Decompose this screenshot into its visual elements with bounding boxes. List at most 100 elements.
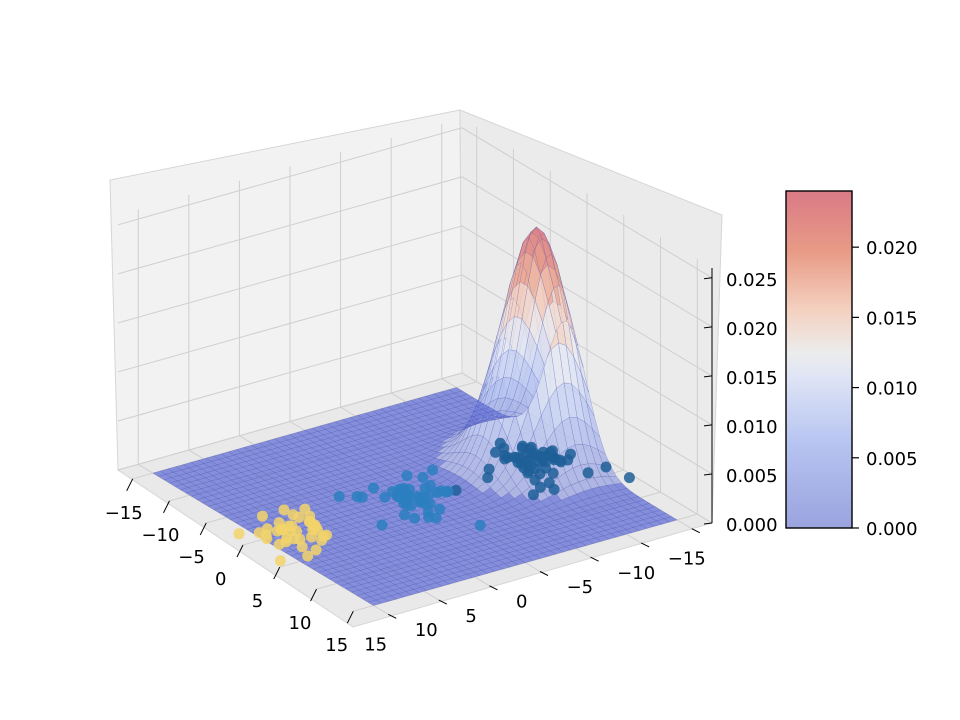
x-tick	[590, 556, 599, 562]
scatter-point	[529, 474, 541, 486]
z-tick-label: 0.010	[726, 417, 778, 438]
scatter-point	[565, 448, 576, 460]
x-tick	[489, 585, 498, 591]
y-tick	[346, 610, 354, 624]
y-tick-label: 0	[215, 569, 226, 590]
scatter-point	[547, 467, 559, 479]
scatter-point	[277, 524, 289, 536]
z-tick	[703, 424, 713, 427]
scatter-point	[430, 512, 442, 524]
x-tick-label: −5	[567, 577, 594, 598]
x-tick-label: −15	[668, 549, 706, 570]
x-tick-label: 5	[465, 606, 476, 627]
surface-cell	[235, 520, 250, 527]
x-tick	[438, 599, 448, 605]
scatter-point	[528, 447, 540, 459]
scatter-point	[379, 491, 391, 503]
colorbar-tick-label: 0.020	[866, 238, 918, 259]
scatter-point	[502, 452, 514, 463]
y-tick	[273, 566, 281, 580]
scatter-point	[431, 487, 443, 499]
scatter-point	[623, 472, 635, 484]
scatter-point	[299, 503, 311, 515]
scatter-point	[399, 509, 410, 521]
colorbar-ticks: 0.000 0.005 0.010 0.015 0.020	[852, 238, 918, 540]
scatter-point	[483, 463, 495, 475]
y-tick	[310, 588, 317, 602]
y-tick	[126, 478, 134, 492]
z-tick	[703, 473, 713, 476]
y-tick-label: 15	[325, 635, 348, 656]
scatter-point	[368, 482, 379, 494]
z-tick-label: 0.005	[726, 466, 778, 487]
scatter-point	[527, 489, 539, 501]
y-tick	[199, 522, 207, 536]
x-tick-label: 0	[516, 592, 527, 613]
wall-grid-z	[117, 323, 713, 475]
scatter-point	[514, 452, 526, 464]
colorbar-tick-label: 0.015	[866, 308, 918, 329]
y-tick	[236, 544, 244, 558]
x-tick	[691, 528, 700, 534]
y-tick-label: −5	[178, 547, 205, 568]
y-tick-label: −10	[141, 525, 179, 546]
scatter-point	[376, 519, 388, 531]
scatter-points	[233, 437, 635, 567]
scatter-point	[333, 491, 345, 502]
surface-cell	[185, 490, 200, 497]
scatter-point	[302, 550, 314, 562]
colorbar-tick-label: 0.000	[866, 519, 918, 540]
x-tick	[640, 542, 650, 548]
scatter-point	[547, 445, 558, 457]
axes: −15−10−5051015−15−10−50510150.0000.0050.…	[105, 268, 778, 656]
scatter-point	[427, 464, 438, 476]
z-tick	[703, 522, 713, 525]
scatter-point	[310, 544, 322, 556]
z-tick	[703, 375, 713, 378]
scatter-point	[280, 536, 292, 548]
scatter-point	[474, 519, 486, 531]
y-tick	[163, 500, 170, 514]
surface-cell	[152, 470, 167, 477]
scatter-point	[287, 509, 299, 521]
y-tick-label: −15	[105, 503, 143, 524]
scatter-point	[312, 524, 324, 536]
scatter-point	[409, 512, 421, 524]
scatter-point	[442, 485, 454, 497]
wall-grid-z	[117, 127, 713, 279]
scatter-point	[490, 446, 501, 458]
scatter-point	[256, 510, 268, 522]
colorbar-tick-label: 0.005	[866, 449, 918, 470]
scatter-point	[291, 525, 303, 537]
z-tick	[703, 326, 713, 329]
scatter-point	[434, 503, 446, 515]
surface-cell	[179, 487, 195, 494]
scatter-point	[233, 528, 245, 540]
scatter-point	[296, 541, 308, 553]
scatter-point	[321, 529, 333, 541]
scatter-point	[403, 492, 415, 503]
z-tick-label: 0.020	[726, 319, 778, 340]
z-tick	[703, 277, 713, 280]
z-tick-label: 0.025	[726, 270, 778, 291]
scatter-point	[278, 504, 290, 516]
wall-grid-z	[117, 274, 713, 426]
colorbar: 0.000 0.005 0.010 0.015 0.020	[785, 190, 918, 540]
x-tick-label: 10	[415, 620, 438, 641]
scatter-point	[523, 465, 535, 477]
z-tick-label: 0.015	[726, 368, 778, 389]
scatter-point	[417, 471, 429, 483]
scatter-point	[386, 486, 398, 498]
x-tick	[388, 613, 397, 619]
wall-grid-z	[117, 176, 713, 328]
scatter-point	[415, 495, 427, 507]
scatter-point	[424, 498, 436, 510]
x-tick-label: 15	[364, 634, 387, 655]
x-tick-label: −10	[617, 563, 655, 584]
wall-grid-z	[117, 225, 713, 377]
colorbar-tick-label: 0.010	[866, 379, 918, 400]
scatter-point	[274, 555, 286, 567]
y-tick-label: 5	[252, 591, 263, 612]
colorbar-gradient	[785, 190, 853, 529]
